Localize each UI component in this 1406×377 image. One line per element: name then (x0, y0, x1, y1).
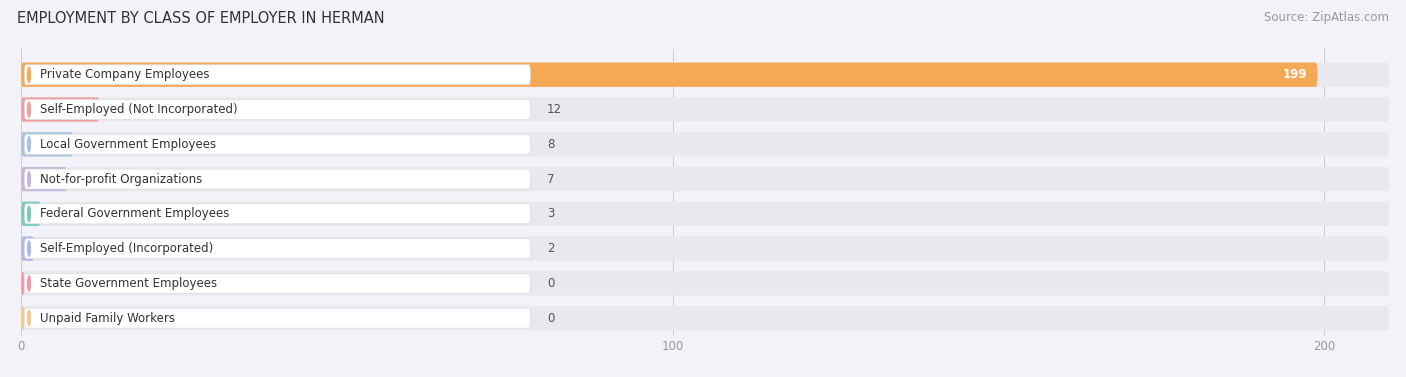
Text: 3: 3 (547, 207, 554, 220)
Text: EMPLOYMENT BY CLASS OF EMPLOYER IN HERMAN: EMPLOYMENT BY CLASS OF EMPLOYER IN HERMA… (17, 11, 384, 26)
Text: Private Company Employees: Private Company Employees (41, 68, 209, 81)
Text: State Government Employees: State Government Employees (41, 277, 218, 290)
Circle shape (28, 67, 31, 82)
FancyBboxPatch shape (24, 134, 530, 154)
Text: 0: 0 (547, 277, 554, 290)
FancyBboxPatch shape (21, 306, 24, 330)
FancyBboxPatch shape (24, 204, 530, 224)
Text: Federal Government Employees: Federal Government Employees (41, 207, 229, 220)
Text: 8: 8 (547, 138, 554, 151)
FancyBboxPatch shape (21, 202, 1389, 226)
FancyBboxPatch shape (21, 97, 100, 122)
FancyBboxPatch shape (21, 63, 1317, 87)
FancyBboxPatch shape (24, 65, 530, 85)
Circle shape (28, 206, 31, 221)
FancyBboxPatch shape (21, 236, 1389, 261)
Text: 12: 12 (547, 103, 562, 116)
Text: 0: 0 (547, 312, 554, 325)
Text: Local Government Employees: Local Government Employees (41, 138, 217, 151)
Circle shape (28, 172, 31, 187)
FancyBboxPatch shape (21, 63, 1389, 87)
Circle shape (28, 276, 31, 291)
Text: 199: 199 (1284, 68, 1308, 81)
Circle shape (28, 102, 31, 117)
FancyBboxPatch shape (21, 132, 73, 156)
FancyBboxPatch shape (21, 167, 1389, 191)
Text: Source: ZipAtlas.com: Source: ZipAtlas.com (1264, 11, 1389, 24)
Circle shape (28, 137, 31, 152)
FancyBboxPatch shape (24, 100, 530, 120)
FancyBboxPatch shape (21, 271, 1389, 296)
Text: Self-Employed (Incorporated): Self-Employed (Incorporated) (41, 242, 214, 255)
FancyBboxPatch shape (24, 239, 530, 259)
Text: Self-Employed (Not Incorporated): Self-Employed (Not Incorporated) (41, 103, 238, 116)
FancyBboxPatch shape (21, 97, 1389, 122)
FancyBboxPatch shape (21, 132, 1389, 156)
FancyBboxPatch shape (21, 236, 34, 261)
Circle shape (28, 311, 31, 326)
FancyBboxPatch shape (24, 273, 530, 293)
Text: 7: 7 (547, 173, 554, 185)
Text: Unpaid Family Workers: Unpaid Family Workers (41, 312, 176, 325)
FancyBboxPatch shape (24, 308, 530, 328)
FancyBboxPatch shape (21, 271, 24, 296)
FancyBboxPatch shape (21, 306, 1389, 330)
FancyBboxPatch shape (21, 167, 66, 191)
Circle shape (28, 241, 31, 256)
Text: 2: 2 (547, 242, 554, 255)
Text: Not-for-profit Organizations: Not-for-profit Organizations (41, 173, 202, 185)
FancyBboxPatch shape (24, 169, 530, 189)
FancyBboxPatch shape (21, 202, 41, 226)
